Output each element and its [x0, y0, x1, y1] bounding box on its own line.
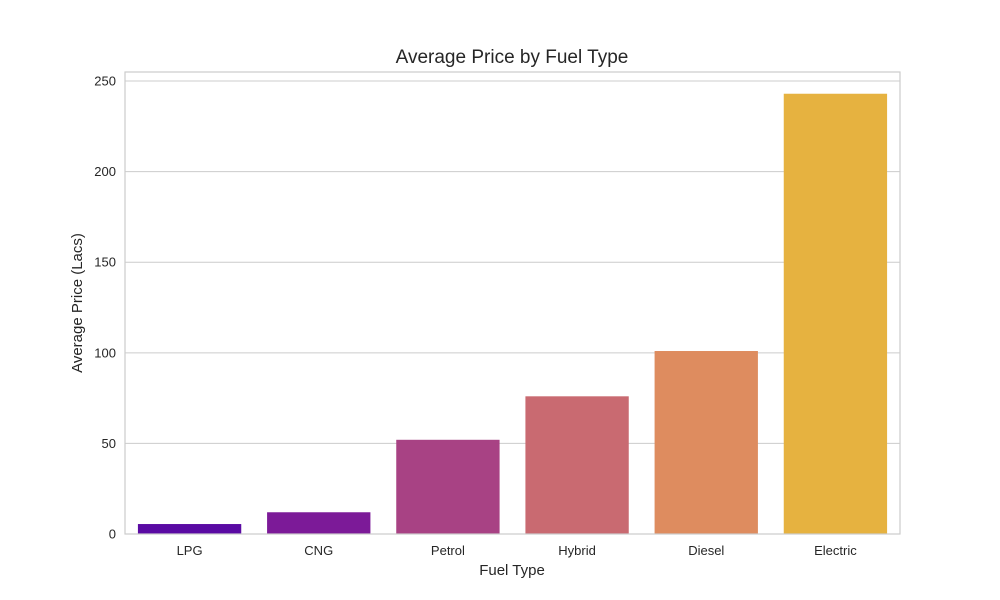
chart-title: Average Price by Fuel Type — [396, 47, 629, 68]
y-tick-label: 200 — [94, 164, 116, 179]
bar-diesel — [654, 351, 758, 534]
bars-layer — [137, 93, 888, 534]
y-tick-labels: 0 50 100 150 200 250 — [94, 74, 116, 542]
y-tick-label: 150 — [94, 255, 116, 270]
x-tick-label: CNG — [304, 543, 333, 558]
plot-frame — [124, 71, 901, 535]
y-tick-label: 100 — [94, 345, 116, 360]
x-tick-label: Diesel — [688, 543, 724, 558]
x-axis-label: Fuel Type — [479, 562, 545, 579]
bar-lpg — [137, 524, 242, 534]
y-tick-label: 50 — [102, 436, 116, 451]
y-tick-label: 0 — [109, 527, 116, 542]
x-tick-label: Petrol — [431, 543, 465, 558]
bar-hybrid — [525, 396, 629, 534]
bar-petrol — [396, 439, 500, 534]
x-tick-label: Hybrid — [558, 543, 596, 558]
y-tick-label: 250 — [94, 74, 116, 89]
y-axis-label: Average Price (Lacs) — [69, 233, 86, 373]
bar-cng — [267, 512, 371, 534]
bar-electric — [783, 93, 888, 534]
x-tick-label: LPG — [177, 543, 203, 558]
x-tick-labels: LPG CNG Petrol Hybrid Diesel Electric — [177, 543, 858, 558]
x-tick-label: Electric — [814, 543, 857, 558]
